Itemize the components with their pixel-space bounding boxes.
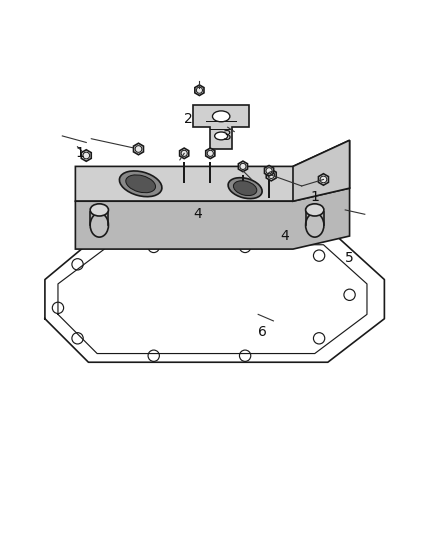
Polygon shape (193, 106, 250, 149)
Ellipse shape (212, 111, 230, 122)
Polygon shape (195, 85, 204, 95)
Polygon shape (206, 148, 215, 159)
Text: 2: 2 (184, 111, 193, 126)
Ellipse shape (233, 181, 257, 196)
Ellipse shape (215, 132, 228, 140)
Ellipse shape (228, 177, 262, 199)
Ellipse shape (120, 171, 162, 197)
Polygon shape (81, 150, 91, 161)
Text: 4: 4 (280, 229, 289, 243)
Text: 3: 3 (223, 129, 232, 143)
Ellipse shape (306, 213, 324, 237)
Text: 6: 6 (258, 325, 267, 339)
Polygon shape (134, 143, 144, 155)
Text: 1: 1 (75, 147, 84, 160)
Text: 4: 4 (193, 207, 201, 221)
Polygon shape (265, 165, 274, 176)
Ellipse shape (90, 213, 109, 237)
Polygon shape (75, 140, 350, 201)
Text: 5: 5 (345, 251, 354, 265)
Text: 1: 1 (310, 190, 319, 204)
Polygon shape (318, 174, 328, 185)
Ellipse shape (90, 204, 109, 216)
Polygon shape (238, 161, 247, 172)
Ellipse shape (126, 175, 155, 193)
Polygon shape (266, 169, 276, 181)
Polygon shape (75, 188, 350, 249)
Polygon shape (293, 140, 350, 201)
Ellipse shape (306, 204, 324, 216)
Polygon shape (180, 148, 189, 159)
